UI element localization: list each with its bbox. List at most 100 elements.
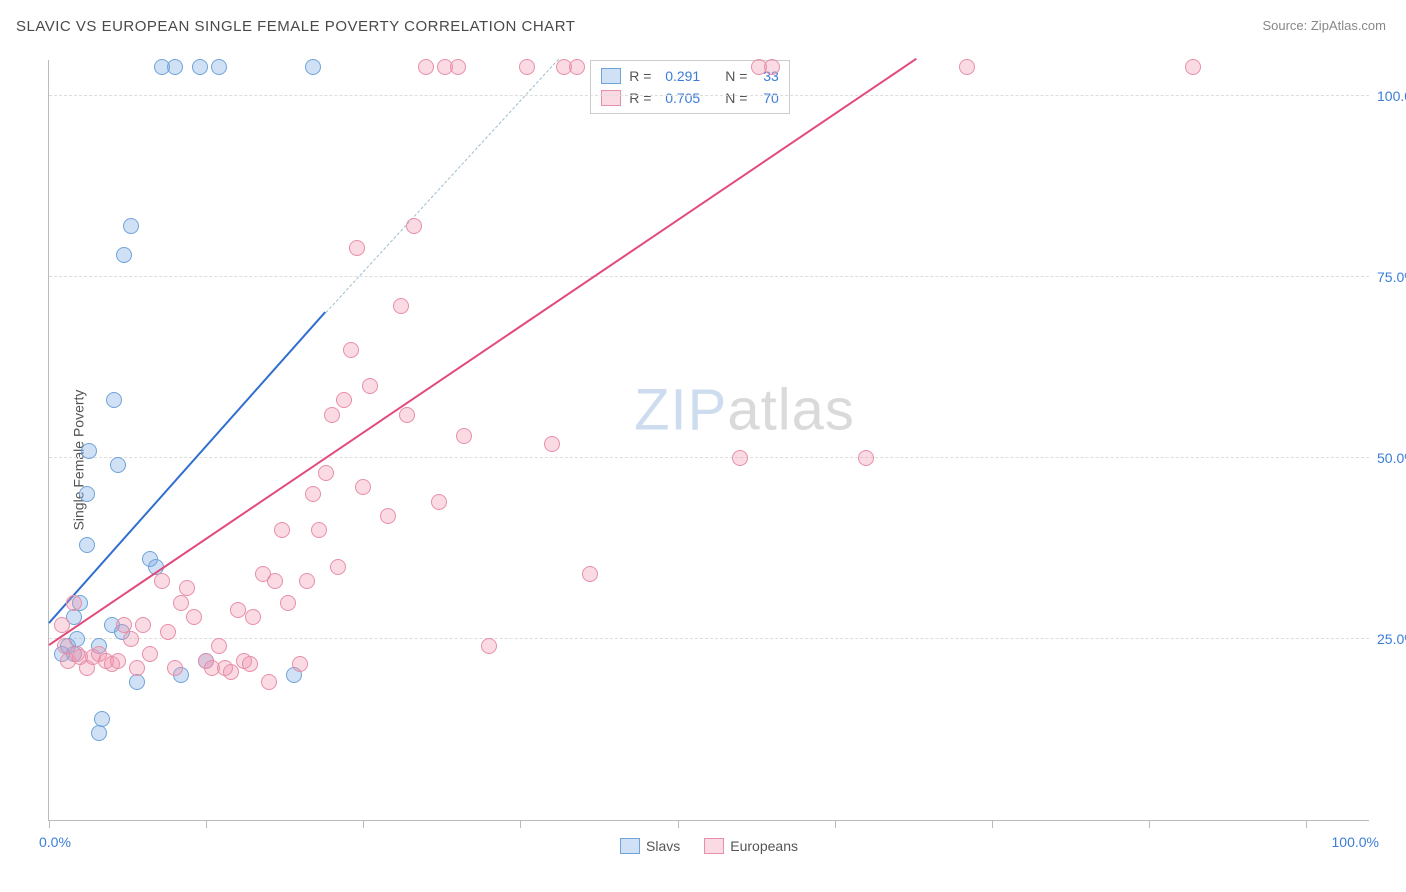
data-point xyxy=(123,218,139,234)
data-point xyxy=(135,617,151,633)
gridline xyxy=(49,638,1369,639)
gridline xyxy=(49,276,1369,277)
watermark-atlas: atlas xyxy=(727,377,855,442)
x-axis-max-label: 100.0% xyxy=(1332,834,1379,850)
x-tick xyxy=(520,820,521,828)
data-point xyxy=(167,660,183,676)
data-point xyxy=(343,342,359,358)
data-point xyxy=(81,443,97,459)
data-point xyxy=(519,59,535,75)
data-point xyxy=(91,725,107,741)
r-value: 0.291 xyxy=(665,68,717,84)
legend-swatch xyxy=(704,838,724,854)
x-tick xyxy=(835,820,836,828)
y-tick-label: 50.0% xyxy=(1377,450,1406,466)
data-point xyxy=(94,711,110,727)
y-tick-label: 25.0% xyxy=(1377,631,1406,647)
data-point xyxy=(154,573,170,589)
legend-item: Slavs xyxy=(620,838,680,854)
data-point xyxy=(106,392,122,408)
data-point xyxy=(261,674,277,690)
data-point xyxy=(355,479,371,495)
plot-area: ZIPatlas R =0.291N =33R =0.705N =70 Slav… xyxy=(48,60,1369,821)
r-label: R = xyxy=(629,90,657,106)
data-point xyxy=(318,465,334,481)
data-point xyxy=(959,59,975,75)
x-tick xyxy=(363,820,364,828)
data-point xyxy=(173,595,189,611)
data-point xyxy=(299,573,315,589)
data-point xyxy=(569,59,585,75)
data-point xyxy=(179,580,195,596)
data-point xyxy=(110,457,126,473)
watermark-zip: ZIP xyxy=(634,377,727,442)
data-point xyxy=(292,656,308,672)
data-point xyxy=(311,522,327,538)
data-point xyxy=(280,595,296,611)
data-point xyxy=(167,59,183,75)
legend-label: Slavs xyxy=(646,838,680,854)
data-point xyxy=(192,59,208,75)
data-point xyxy=(764,59,780,75)
data-point xyxy=(336,392,352,408)
data-point xyxy=(116,247,132,263)
data-point xyxy=(380,508,396,524)
n-label: N = xyxy=(725,68,755,84)
data-point xyxy=(582,566,598,582)
x-tick xyxy=(992,820,993,828)
data-point xyxy=(230,602,246,618)
data-point xyxy=(245,609,261,625)
legend-item: Europeans xyxy=(704,838,798,854)
data-point xyxy=(1185,59,1201,75)
data-point xyxy=(274,522,290,538)
r-value: 0.705 xyxy=(665,90,717,106)
watermark: ZIPatlas xyxy=(634,376,855,443)
data-point xyxy=(732,450,748,466)
data-point xyxy=(160,624,176,640)
data-point xyxy=(186,609,202,625)
data-point xyxy=(267,573,283,589)
data-point xyxy=(129,674,145,690)
data-point xyxy=(129,660,145,676)
gridline xyxy=(49,457,1369,458)
data-point xyxy=(79,486,95,502)
data-point xyxy=(406,218,422,234)
source-attribution: Source: ZipAtlas.com xyxy=(1262,18,1386,33)
r-label: R = xyxy=(629,68,657,84)
data-point xyxy=(393,298,409,314)
data-point xyxy=(544,436,560,452)
x-tick xyxy=(1306,820,1307,828)
chart-title: SLAVIC VS EUROPEAN SINGLE FEMALE POVERTY… xyxy=(16,18,575,35)
legend-swatch xyxy=(601,90,621,106)
data-point xyxy=(481,638,497,654)
gridline xyxy=(49,95,1369,96)
series-legend: Slavs Europeans xyxy=(620,838,798,854)
data-point xyxy=(110,653,126,669)
y-tick-label: 100.0% xyxy=(1377,88,1406,104)
legend-label: Europeans xyxy=(730,838,798,854)
legend-swatch xyxy=(601,68,621,84)
legend-row: R =0.705N =70 xyxy=(601,87,779,109)
source-link[interactable]: ZipAtlas.com xyxy=(1311,18,1386,33)
x-tick xyxy=(1149,820,1150,828)
data-point xyxy=(305,59,321,75)
source-label: Source: xyxy=(1262,18,1310,33)
x-tick xyxy=(49,820,50,828)
x-tick xyxy=(678,820,679,828)
data-point xyxy=(79,537,95,553)
n-label: N = xyxy=(725,90,755,106)
data-point xyxy=(362,378,378,394)
data-point xyxy=(242,656,258,672)
trend-line xyxy=(48,58,917,646)
x-axis-min-label: 0.0% xyxy=(39,834,71,850)
data-point xyxy=(456,428,472,444)
data-point xyxy=(211,59,227,75)
chart-container: Single Female Poverty ZIPatlas R =0.291N… xyxy=(0,50,1406,870)
trend-extrapolation xyxy=(325,59,558,313)
legend-swatch xyxy=(620,838,640,854)
x-tick xyxy=(206,820,207,828)
data-point xyxy=(431,494,447,510)
data-point xyxy=(349,240,365,256)
trend-line xyxy=(48,312,326,625)
data-point xyxy=(450,59,466,75)
